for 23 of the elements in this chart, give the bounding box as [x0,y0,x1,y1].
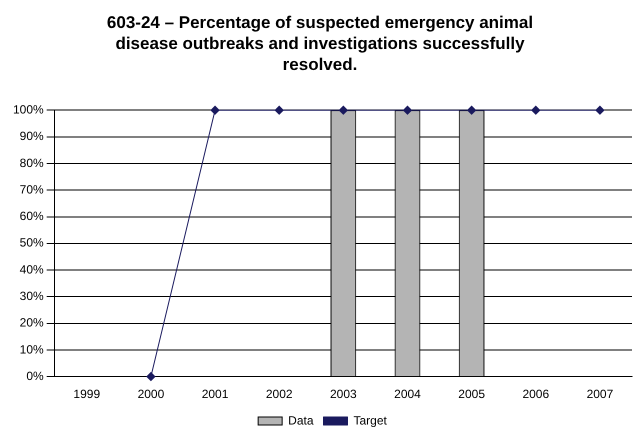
y-tick-label: 0% [26,368,44,383]
y-tick-label: 10% [20,342,44,356]
y-tick-label: 60% [20,209,44,224]
y-tick-label: 30% [20,288,44,303]
x-tick-label: 1999 [73,387,100,402]
y-tick-label: 20% [20,316,44,330]
y-tick-label: 50% [20,236,44,250]
x-tick-label: 2002 [266,387,293,402]
y-tick-label: 70% [20,182,44,196]
x-tick-label: 2003 [330,387,358,402]
y-tick-label: 80% [20,156,44,170]
y-tick-label: 40% [20,262,44,276]
y-tick-label: 90% [20,129,44,144]
x-tick-label: 2004 [394,387,422,402]
x-tick-label: 2007 [586,387,614,402]
legend-label: Target [354,413,388,428]
x-tick-label: 2000 [138,387,165,402]
chart-title: 603-24 – Percentage of suspected emergency animal disease outbreaks and investigations successfully resolved. [106,12,534,75]
y-tick-label: 100% [12,102,44,117]
x-tick-label: 2005 [458,387,486,402]
x-tick-label: 2006 [522,387,550,402]
legend-label: Data [288,413,314,428]
x-tick-label: 2001 [202,387,229,402]
